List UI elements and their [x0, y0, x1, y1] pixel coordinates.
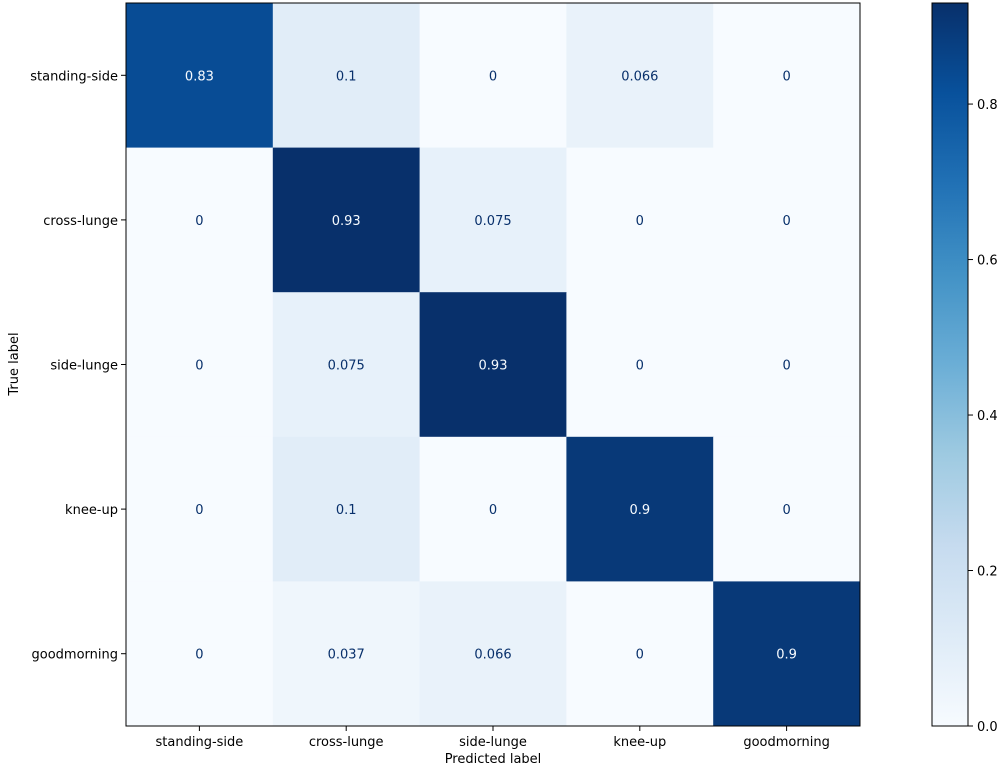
y-tick-label: standing-side — [30, 69, 118, 84]
heatmap-cell — [566, 292, 714, 438]
x-axis-ticks: standing-side cross-lunge side-lunge knee-u… — [156, 726, 830, 750]
cell-value-label: 0.9 — [629, 503, 650, 518]
heatmap-cell — [419, 436, 567, 582]
heatmap-cell — [419, 3, 567, 149]
cell-value-label: 0 — [195, 214, 203, 229]
heatmap-cell — [126, 581, 274, 727]
heatmap-cell — [126, 147, 274, 293]
y-tick-label: cross-lunge — [43, 214, 118, 229]
heatmap-cell — [272, 581, 421, 727]
colorbar — [931, 2, 969, 727]
y-tick-label: goodmorning — [32, 648, 119, 663]
cell-value-label: 0 — [489, 503, 497, 518]
heatmap-cell — [713, 292, 861, 438]
cell-value-label: 0.1 — [336, 503, 357, 518]
cell-value-label: 0 — [636, 648, 644, 663]
heatmap-cell — [272, 147, 421, 293]
x-tick-label: knee-up — [613, 735, 666, 750]
y-axis-ticks: standing-side cross-lunge side-lunge knee-u… — [30, 69, 126, 663]
cell-value-label: 0 — [782, 69, 790, 84]
x-tick-label: standing-side — [156, 735, 244, 750]
cell-value-label: 0.066 — [474, 648, 511, 663]
cell-value-label: 0 — [195, 503, 203, 518]
cell-value-label: 0.1 — [336, 69, 357, 84]
colorbar-tick-label: 0.2 — [977, 565, 998, 580]
heatmap-cell — [419, 147, 567, 293]
colorbar-tick-label: 0.4 — [977, 409, 998, 424]
x-axis-label: Predicted label — [445, 752, 542, 767]
cell-value-label: 0 — [636, 359, 644, 374]
cell-value-label: 0 — [782, 359, 790, 374]
heatmap-cell — [713, 581, 861, 727]
cell-value-label: 0.93 — [332, 214, 361, 229]
cell-value-label: 0 — [489, 69, 497, 84]
colorbar-tick-label: 0.0 — [977, 720, 998, 735]
heatmap-cell — [566, 436, 714, 582]
cell-value-label: 0 — [782, 214, 790, 229]
heatmap-cell — [272, 292, 421, 438]
y-axis-label: True label — [7, 332, 22, 396]
heatmap-cell — [272, 3, 421, 149]
y-tick-label: side-lunge — [50, 359, 118, 374]
cell-value-label: 0.9 — [776, 648, 797, 663]
x-tick-label: goodmorning — [743, 735, 830, 750]
heatmap-cell — [566, 581, 714, 727]
heatmap-cell — [566, 147, 714, 293]
heatmap-cell — [126, 292, 274, 438]
heatmap-cell — [126, 436, 274, 582]
colorbar-ticks: 0.0 0.2 0.4 0.6 0.8 — [968, 98, 998, 735]
heatmap-cells: 0.83 0.1 0 0.066 0 0 0.93 0.075 0 0 0 0.075 0.93 0 0 0 0… — [126, 3, 861, 727]
cell-value-label: 0 — [782, 503, 790, 518]
heatmap-cell — [419, 292, 567, 438]
cell-value-label: 0 — [636, 214, 644, 229]
heatmap-cell — [713, 3, 861, 149]
colorbar-tick-label: 0.6 — [977, 254, 998, 269]
cell-value-label: 0 — [195, 648, 203, 663]
heatmap-cell — [272, 436, 421, 582]
cell-value-label: 0.93 — [479, 359, 508, 374]
x-tick-label: side-lunge — [459, 735, 527, 750]
cell-value-label: 0 — [195, 359, 203, 374]
heatmap-cell — [126, 3, 274, 149]
cell-value-label: 0.075 — [328, 359, 365, 374]
colorbar-tick-label: 0.8 — [977, 98, 998, 113]
heatmap-cell — [713, 147, 861, 293]
cell-value-label: 0.075 — [474, 214, 511, 229]
y-tick-label: knee-up — [65, 503, 118, 518]
cell-value-label: 0.037 — [328, 648, 365, 663]
heatmap-cell — [419, 581, 567, 727]
heatmap-cell — [713, 436, 861, 582]
cell-value-label: 0.066 — [621, 69, 658, 84]
heatmap-cell — [566, 3, 714, 149]
x-tick-label: cross-lunge — [309, 735, 384, 750]
cell-value-label: 0.83 — [185, 69, 214, 84]
